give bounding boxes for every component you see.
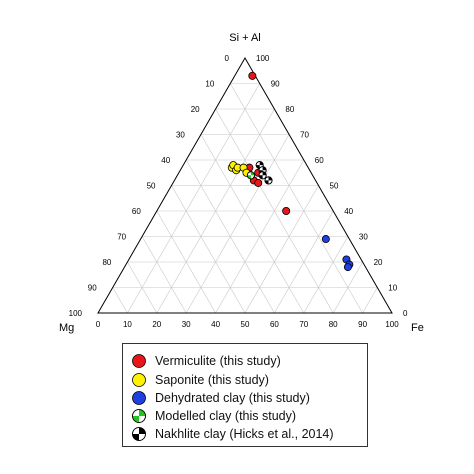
bottom-edge-tick-label: 60 [270, 320, 279, 329]
legend-item-nakhlite-clay: Nakhlite clay (Hicks et al., 2014) [131, 425, 334, 443]
grid-line [230, 83, 363, 314]
grid-lines [112, 83, 378, 314]
right-edge-tick-label: 40 [344, 207, 353, 216]
legend-label-nakhlite-clay: Nakhlite clay (Hicks et al., 2014) [155, 427, 334, 441]
right-edge-tick-label: 80 [285, 105, 294, 114]
legend-marker-dehydrated-clay [132, 391, 146, 405]
left-edge-tick-label: 70 [117, 233, 126, 242]
legend-item-saponite: Saponite (this study) [131, 371, 269, 389]
right-edge-tick-label: 70 [300, 131, 309, 140]
legend-marker-modelled-clay [132, 409, 146, 423]
legend-marker-nakhlite-clay [132, 427, 146, 441]
left-edge-tick-label: 100 [69, 309, 83, 318]
right-edge-tick-label: 30 [359, 233, 368, 242]
left-edge-tick-label: 10 [205, 80, 214, 89]
grid-line [362, 287, 378, 314]
grid-line [112, 287, 128, 314]
right-edge-tick-label: 100 [256, 54, 270, 63]
right-axis-label: Fe [411, 322, 424, 334]
bottom-edge-tick-label: 80 [329, 320, 338, 329]
grid-line [156, 210, 216, 314]
grid-line [141, 236, 187, 314]
left-edge-tick-label: 20 [191, 105, 200, 114]
grid-line [185, 134, 290, 314]
grid-line [127, 261, 158, 314]
grid-line [303, 236, 349, 314]
bottom-edge-tick-label: 40 [211, 320, 220, 329]
tick-labels: 0102030405060708090100100908070605040302… [69, 54, 408, 329]
grid-line [200, 134, 305, 314]
legend-marker-vermiculite [132, 354, 146, 368]
data-point-vermiculite [248, 71, 257, 80]
grid-line [171, 185, 246, 314]
data-points [227, 71, 354, 272]
left-edge-tick-label: 80 [102, 258, 111, 267]
bottom-edge-tick-label: 90 [358, 320, 367, 329]
legend-label-saponite: Saponite (this study) [155, 373, 269, 387]
left-edge-tick-label: 50 [147, 182, 156, 191]
right-edge-tick-label: 50 [330, 182, 339, 191]
data-point-vermiculite [254, 178, 263, 187]
right-edge-tick-label: 90 [271, 80, 280, 89]
legend-label-vermiculite: Vermiculite (this study) [155, 354, 281, 368]
legend-label-modelled-clay: Modelled clay (this study) [155, 409, 297, 423]
legend-marker-saponite [132, 373, 146, 387]
ternary-plot: 0102030405060708090100100908070605040302… [59, 32, 424, 334]
data-point-dehydrated-clay [321, 235, 330, 244]
left-edge-tick-label: 90 [88, 284, 97, 293]
grid-line [127, 83, 260, 314]
right-edge-tick-label: 0 [403, 309, 408, 318]
data-point-vermiculite [282, 206, 291, 215]
top-axis-label: Si + Al [229, 32, 261, 44]
grid-line [244, 185, 319, 314]
triangle-frame [97, 56, 393, 314]
bottom-edge-tick-label: 50 [241, 320, 250, 329]
bottom-edge-tick-label: 0 [96, 320, 101, 329]
grid-line [332, 261, 363, 314]
bottom-edge-tick-label: 100 [385, 320, 399, 329]
data-point-nakhlite-clay [264, 176, 273, 185]
left-edge-tick-label: 60 [132, 207, 141, 216]
right-edge-tick-label: 60 [315, 156, 324, 165]
right-edge-tick-label: 10 [388, 284, 397, 293]
left-edge-tick-label: 40 [161, 156, 170, 165]
bottom-edge-tick-label: 30 [182, 320, 191, 329]
bottom-edge-tick-label: 10 [123, 320, 132, 329]
right-edge-tick-label: 20 [374, 258, 383, 267]
left-edge-tick-label: 30 [176, 131, 185, 140]
bottom-edge-tick-label: 20 [152, 320, 161, 329]
legend-item-dehydrated-clay: Dehydrated clay (this study) [131, 389, 310, 407]
grid-line [274, 210, 334, 314]
bottom-edge-tick-label: 70 [299, 320, 308, 329]
legend: Vermiculite (this study) Saponite (this … [122, 343, 368, 447]
legend-label-dehydrated-clay: Dehydrated clay (this study) [155, 391, 310, 405]
legend-item-modelled-clay: Modelled clay (this study) [131, 407, 296, 425]
legend-item-vermiculite: Vermiculite (this study) [131, 352, 281, 370]
left-edge-tick-label: 0 [225, 54, 230, 63]
left-axis-label: Mg [59, 322, 74, 334]
data-point-modelled-clay [246, 171, 255, 180]
data-point-dehydrated-clay [343, 263, 352, 272]
data-point-nakhlite-clay [258, 171, 267, 180]
